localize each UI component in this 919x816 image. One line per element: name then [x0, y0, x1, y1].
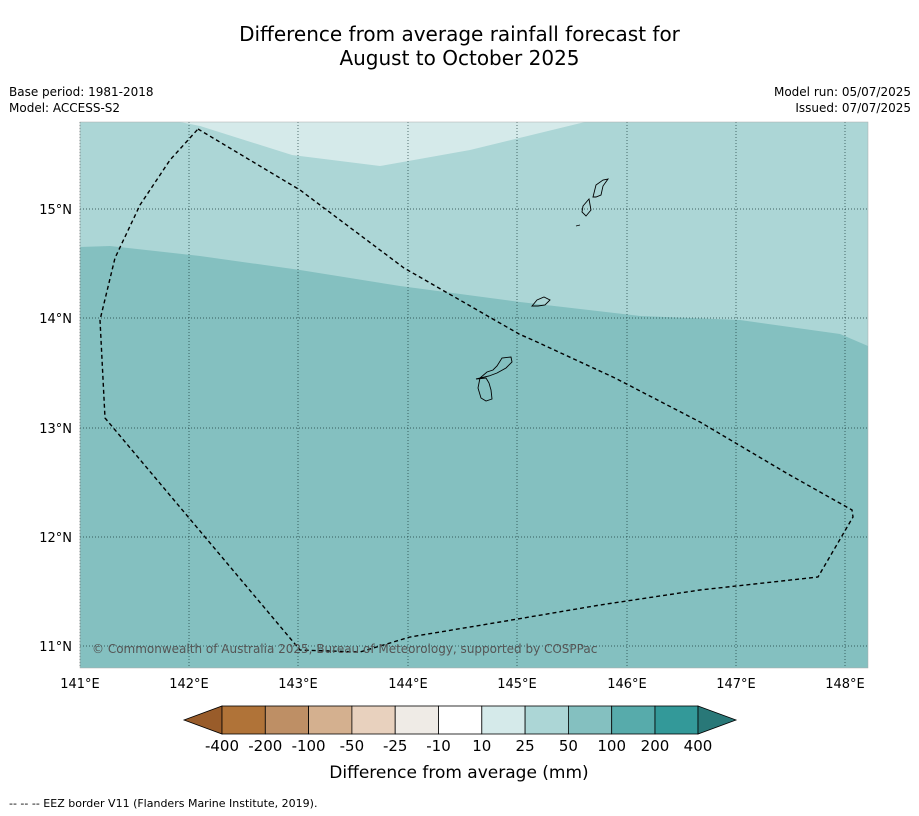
colorbar-label: 10 [472, 737, 491, 755]
island-rota [531, 296, 551, 307]
colorbar-swatch [394, 705, 439, 735]
colorbar-label: -25 [383, 737, 408, 755]
colorbar-swatch [308, 705, 353, 735]
island-saipan [592, 178, 610, 198]
map-canvas: © Commonwealth of Australia 2025, Bureau… [39, 121, 869, 783]
colorbar-label: 50 [559, 737, 578, 755]
colorbar-swatch [481, 705, 526, 735]
colorbar-label: 200 [641, 737, 670, 755]
lat-tick-label: 14°N [39, 312, 72, 327]
lat-tick-label: 11°N [39, 640, 72, 655]
lon-tick-label: 146°E [607, 677, 647, 692]
colorbar-swatch [654, 705, 699, 735]
rainfall-fill [80, 122, 868, 668]
meta-left: Base period: 1981-2018 Model: ACCESS-S2 [9, 84, 154, 116]
colorbar-label: 100 [597, 737, 626, 755]
colorbar-extend-low [182, 705, 223, 735]
colorbar-label: -100 [292, 737, 326, 755]
colorbar-labels: -400 -200 -100 -50 -25 -10 10 25 50 100 … [205, 737, 712, 755]
title-line-2: August to October 2025 [339, 46, 580, 70]
colorbar-swatch [524, 705, 569, 735]
lat-tick-label: 13°N [39, 422, 72, 437]
longitude-labels: 141°E 142°E 143°E 144°E 145°E 146°E 147°… [60, 677, 865, 692]
lon-tick-label: 148°E [825, 677, 865, 692]
lat-tick-label: 12°N [39, 531, 72, 546]
colorbar-swatch [611, 705, 656, 735]
colorbar-swatch [264, 705, 309, 735]
colorbar-label: 25 [516, 737, 535, 755]
colorbar-label: -400 [205, 737, 239, 755]
model-name: Model: ACCESS-S2 [9, 101, 121, 115]
lon-tick-label: 145°E [497, 677, 537, 692]
eez-border [99, 128, 854, 653]
category-25-50-region [80, 122, 868, 346]
colorbar-label: -10 [426, 737, 451, 755]
lon-tick-label: 143°E [278, 677, 318, 692]
colorbar-extend-high [697, 705, 738, 735]
title-line-1: Difference from average rainfall forecas… [239, 22, 680, 46]
colorbar-swatch [221, 705, 266, 735]
island-aguijan [575, 224, 581, 227]
islands [475, 178, 610, 402]
colorbar-label: -50 [340, 737, 365, 755]
copyright-text: © Commonwealth of Australia 2025, Bureau… [92, 642, 597, 656]
model-run: Model run: 05/07/2025 [773, 85, 911, 99]
map-frame [79, 121, 869, 669]
lon-tick-label: 141°E [60, 677, 100, 692]
colorbar-title: Difference from average (mm) [329, 763, 588, 783]
lon-tick-label: 142°E [169, 677, 209, 692]
lon-tick-label: 147°E [716, 677, 756, 692]
category-10-25-region [180, 122, 585, 166]
latitude-labels: 15°N 14°N 13°N 12°N 11°N [39, 203, 72, 655]
colorbar-swatch [351, 705, 396, 735]
issued-date: Issued: 07/07/2025 [795, 101, 911, 115]
eez-legend: -- -- -- EEZ border V11 (Flanders Marine… [9, 797, 318, 810]
colorbar-label: 400 [684, 737, 713, 755]
lon-tick-label: 144°E [388, 677, 428, 692]
island-tinian [581, 197, 592, 217]
base-period: Base period: 1981-2018 [9, 85, 154, 99]
island-guam [475, 356, 513, 402]
colorbar-swatch [568, 705, 613, 735]
map-title: Difference from average rainfall forecas… [0, 22, 919, 70]
colorbar-label: -200 [248, 737, 282, 755]
lat-tick-label: 15°N [39, 203, 72, 218]
meta-right: Model run: 05/07/2025 Issued: 07/07/2025 [774, 84, 911, 116]
colorbar: -400 -200 -100 -50 -25 -10 10 25 50 100 … [182, 705, 738, 783]
colorbar-swatch [438, 705, 483, 735]
